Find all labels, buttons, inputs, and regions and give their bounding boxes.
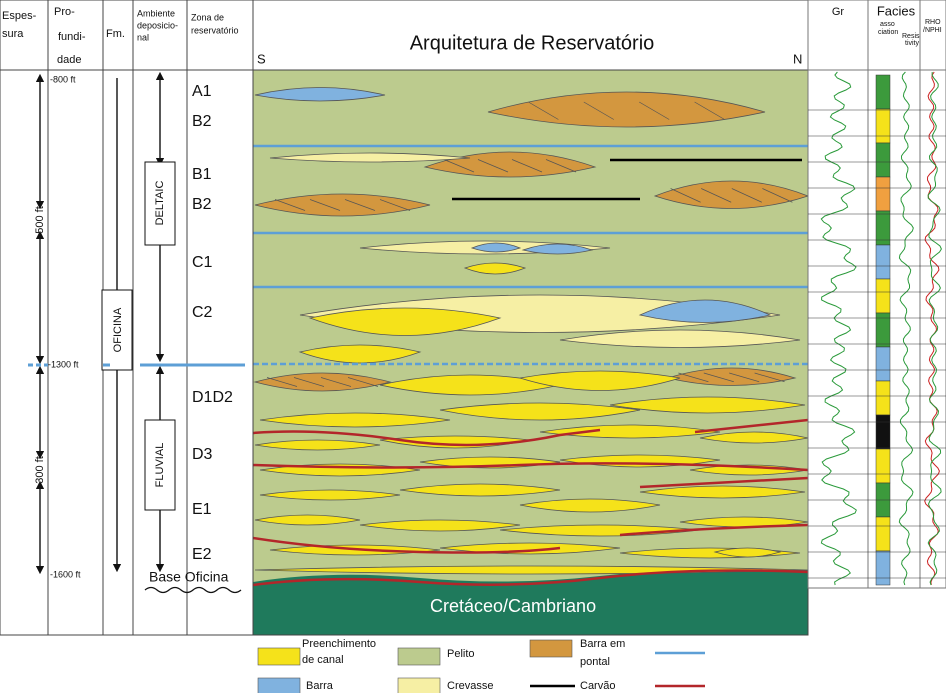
zone-label: B2: [192, 196, 212, 213]
col-header: sura: [2, 28, 24, 40]
zone-label: B2: [192, 113, 212, 130]
facies-band: [876, 347, 890, 381]
col-header: Ambiente: [137, 8, 175, 18]
base-label: Base Oficina: [149, 569, 229, 585]
zone-label: E2: [192, 546, 212, 563]
thickness: 300 ft: [34, 456, 46, 484]
col-header: reservatório: [191, 25, 239, 35]
facies-band: [876, 245, 890, 279]
direction: N: [793, 51, 802, 66]
log-header: ciation: [878, 29, 898, 36]
basement-label: Cretáceo/Cambriano: [430, 596, 596, 616]
legend-label: Barra: [306, 680, 334, 692]
zone-label: D3: [192, 446, 213, 463]
zone-label: C2: [192, 304, 213, 321]
col-header: nal: [137, 32, 149, 42]
depth-label: -1600 ft: [50, 569, 81, 579]
legend-label: Preenchimento: [302, 638, 376, 650]
legend-label: de canal: [302, 654, 344, 666]
legend-label: Crevasse: [447, 680, 493, 692]
col-header: fundi-: [58, 31, 86, 43]
col-header: dade: [57, 54, 81, 66]
log-header: Resis: [902, 33, 920, 40]
log-header: Facies: [877, 3, 916, 18]
log-header: RHO: [925, 19, 941, 26]
zone-label: C1: [192, 254, 213, 271]
unconformity: [145, 588, 241, 593]
facies-band: [876, 517, 890, 551]
facies-band: [876, 279, 890, 313]
log-header: /NPHI: [923, 27, 942, 34]
legend-label: pontal: [580, 656, 610, 668]
title: Arquitetura de Reservatório: [410, 32, 655, 54]
facies-band: [876, 143, 890, 177]
formation: OFICINA: [112, 307, 124, 352]
zone-label: D1D2: [192, 389, 233, 406]
direction: S: [257, 51, 266, 66]
facies-band: [876, 449, 890, 483]
environment: FLUVIAL: [154, 443, 166, 488]
col-header: Zona de: [191, 12, 224, 22]
facies-band: [876, 551, 890, 585]
legend-label: Barra em: [580, 638, 625, 650]
col-header: Pro-: [54, 6, 75, 18]
zone-label: A1: [192, 83, 212, 100]
legend-label: Pelito: [447, 648, 475, 660]
log-header: asso: [880, 21, 895, 28]
zone-label: B1: [192, 166, 212, 183]
facies-band: [876, 415, 890, 449]
col-header: deposicio-: [137, 20, 178, 30]
facies-band: [876, 381, 890, 415]
legend-swatch: [258, 648, 300, 665]
legend-swatch: [258, 678, 300, 693]
facies-band: [876, 75, 890, 109]
legend-swatch: [398, 678, 440, 693]
thickness: 500 ft: [34, 206, 46, 234]
legend-swatch: [398, 648, 440, 665]
log-header: Gr: [832, 6, 845, 18]
zone-label: E1: [192, 501, 212, 518]
page: A1B2B1B2C1C2D1D2D3E1E2 Espes- sura Pro- …: [0, 0, 946, 693]
decoration: A1 B2 B1 B2 C1 C2 D1D2 D3 E1 E2: [0, 0, 946, 693]
log-header: tivity: [905, 40, 920, 47]
depth-label: -1300 ft: [48, 359, 79, 369]
col-header: Fm.: [106, 28, 125, 40]
environment: DELTAIC: [154, 181, 166, 226]
col-header: Espes-: [2, 10, 37, 22]
depth-label: -800 ft: [50, 74, 76, 84]
legend-label: Carvão: [580, 680, 615, 692]
legend-swatch: [530, 640, 572, 657]
facies-band: [876, 109, 890, 143]
facies-band: [876, 177, 890, 211]
